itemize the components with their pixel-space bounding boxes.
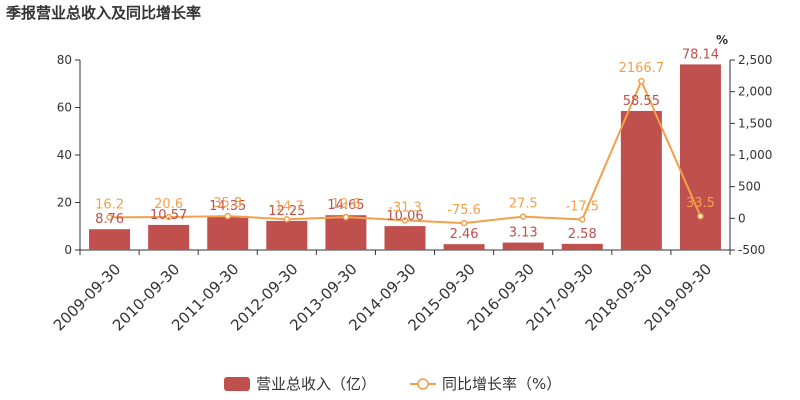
bar-value-label: 12.25	[268, 204, 305, 219]
bar	[89, 229, 131, 250]
line-point	[342, 213, 350, 221]
bar	[266, 220, 308, 250]
line-point	[697, 212, 704, 220]
line-value-label: -17.5	[565, 199, 599, 214]
bar	[325, 215, 367, 250]
line-point	[224, 212, 231, 220]
bar-value-label: 8.76	[95, 212, 124, 227]
left-y-tick-label: 80	[57, 53, 72, 67]
line-point	[401, 217, 409, 224]
line-value-label: 27.5	[509, 197, 538, 212]
line-value-label: -75.6	[447, 203, 481, 218]
right-y-tick-label: 2,000	[738, 85, 772, 99]
bar-value-label: 2.58	[568, 227, 597, 242]
bar	[207, 215, 249, 250]
left-y-tick-label: 60	[57, 101, 72, 115]
line-point	[638, 77, 645, 85]
legend-line-label: 同比增长率（%）	[442, 375, 561, 393]
line-series	[106, 77, 704, 227]
right-y-tick-label: 1,500	[738, 116, 772, 130]
line-point	[519, 213, 527, 220]
line-value-label: -14.7	[270, 199, 304, 214]
bar-value-label: 10.57	[150, 208, 187, 223]
line-point	[106, 214, 113, 221]
line-value-label: 35.8	[213, 196, 242, 211]
right-y-tick-label: 500	[738, 180, 761, 194]
legend[interactable]: 营业总收入（亿） 同比增长率（%）	[224, 375, 561, 393]
line-value-label: 16.2	[95, 197, 124, 212]
bar-value-label: 3.13	[509, 226, 538, 241]
bar-value-label: 58.55	[623, 94, 660, 109]
right-y-unit-label: %	[716, 33, 728, 47]
bar-value-label: 2.46	[450, 227, 479, 242]
bar	[679, 64, 721, 250]
line-point	[460, 219, 468, 227]
data-labels: 8.76 10.57 14.35 12.25 14.65 10.06 2.46 3.13 2.5…	[95, 47, 719, 242]
right-y-tick-label: 1,000	[738, 148, 772, 162]
left-y-tick-label: 40	[57, 148, 72, 162]
line-value-label: 33.5	[686, 196, 715, 211]
bar	[148, 224, 190, 250]
bar	[620, 110, 662, 250]
line-point	[165, 213, 172, 221]
line-value-label: 20.6	[154, 197, 183, 212]
right-y-tick-label: 0	[738, 211, 746, 225]
legend-bar-label: 营业总收入（亿）	[256, 375, 376, 393]
chart-title: 季报营业总收入及同比增长率	[6, 4, 202, 22]
left-y-tick-label: 20	[57, 196, 72, 210]
bar-value-label: 14.35	[209, 199, 246, 214]
bar-value-label: 14.65	[327, 198, 364, 213]
legend-bar-swatch	[224, 377, 250, 391]
line-value-label: 2166.7	[619, 61, 665, 76]
line-value-label: 19.6	[331, 197, 360, 212]
legend-line-marker	[417, 378, 429, 390]
bar	[561, 243, 603, 250]
right-y-tick-label: -500	[738, 243, 765, 257]
right-y-tick-label: 2,500	[738, 53, 772, 67]
axes: 0 20 40 60 80 -500 0 500 1,000 1,500 2,000 2,500% 20…	[50, 33, 772, 334]
line-point	[579, 216, 586, 223]
line-value-label: -31.3	[388, 200, 422, 215]
left-y-tick-label: 0	[64, 243, 72, 257]
bar-value-label: 10.06	[386, 209, 423, 224]
bar-value-label: 78.14	[682, 47, 719, 62]
bar	[443, 244, 485, 250]
bar	[502, 242, 544, 250]
line-point	[283, 216, 291, 223]
bar	[384, 226, 426, 250]
